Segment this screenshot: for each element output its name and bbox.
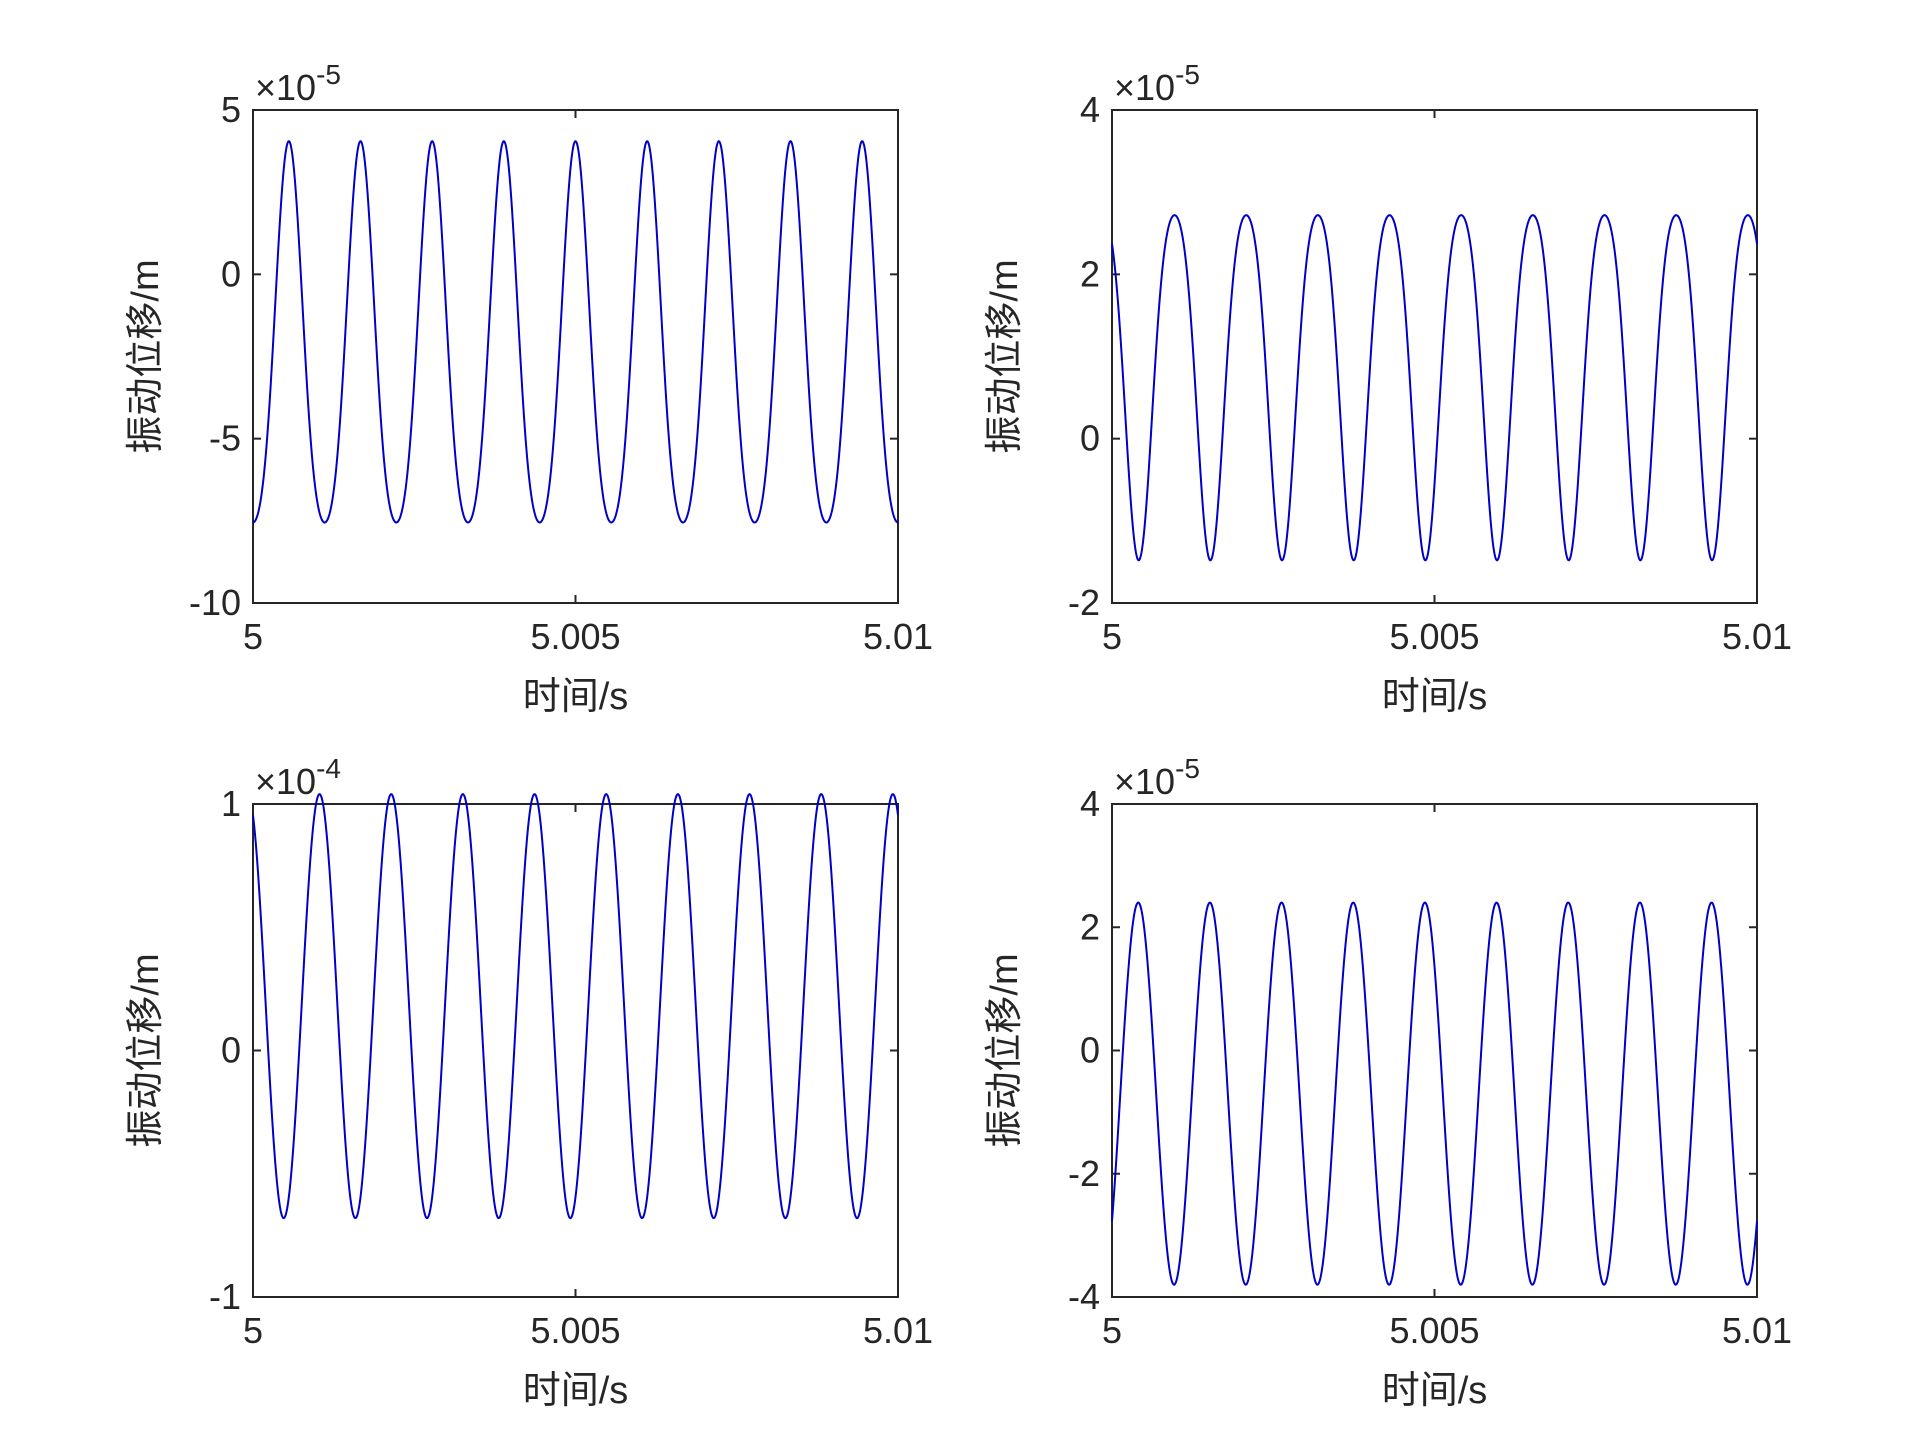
y-tick-label: 0: [221, 1030, 241, 1071]
y-tick-label: 2: [1080, 906, 1100, 947]
y-axis-label: 振动位移/m: [984, 953, 1026, 1147]
axes-box: [1111, 109, 1758, 604]
series-line: [252, 140, 899, 524]
y-tick-label: -2: [1068, 1153, 1100, 1194]
x-tick-label: 5: [1102, 1310, 1122, 1351]
x-tick-label: 5.005: [1389, 616, 1479, 657]
x-axis-label: 时间/s: [1382, 676, 1488, 718]
subplot-top-left: 5 5.005 5.01 -10 -5 0 5 ×10-5 时间/s 振动位移/m: [125, 59, 933, 718]
series-line: [1111, 214, 1758, 562]
y-tick-label: 1: [221, 783, 241, 824]
y-tick-label: 4: [1080, 783, 1100, 824]
subplot-bottom-left: 5 5.005 5.01 -1 0 1 ×10-4 时间/s 振动位移/m: [125, 753, 933, 1412]
y-exponent-label: ×10-4: [255, 753, 341, 802]
x-tick-label: 5: [1102, 616, 1122, 657]
y-tick-label: -4: [1068, 1276, 1100, 1317]
y-exponent-label: ×10-5: [1114, 59, 1200, 108]
y-exponent-value: -5: [1175, 753, 1200, 784]
y-tick-label: 0: [221, 253, 241, 294]
y-tick-label: 0: [1080, 418, 1100, 459]
x-axis-label: 时间/s: [1382, 1370, 1488, 1412]
x-tick-label: 5.01: [1722, 616, 1792, 657]
y-axis-label: 振动位移/m: [984, 259, 1026, 453]
y-tick-label: 2: [1080, 253, 1100, 294]
y-tick-label: -10: [189, 582, 241, 623]
axes-box: [252, 109, 899, 604]
y-exponent-value: -4: [316, 753, 341, 784]
y-axis-label: 振动位移/m: [125, 953, 167, 1147]
x-tick-label: 5.01: [863, 616, 933, 657]
y-axis-label: 振动位移/m: [125, 259, 167, 453]
y-exponent-label: ×10-5: [1114, 753, 1200, 802]
series-line: [1111, 901, 1758, 1286]
x-tick-label: 5: [243, 616, 263, 657]
x-tick-label: 5: [243, 1310, 263, 1351]
x-axis-label: 时间/s: [523, 676, 629, 718]
x-tick-label: 5.005: [530, 1310, 620, 1351]
axes-box: [1111, 803, 1758, 1298]
y-tick-label: 0: [1080, 1030, 1100, 1071]
y-exponent-label: ×10-5: [255, 59, 341, 108]
x-axis-label: 时间/s: [523, 1370, 629, 1412]
series-line: [252, 793, 899, 1220]
y-exponent-value: -5: [316, 59, 341, 90]
y-exponent-value: -5: [1175, 59, 1200, 90]
x-tick-label: 5.005: [1389, 1310, 1479, 1351]
y-tick-label: 4: [1080, 89, 1100, 130]
subplot-bottom-right: 5 5.005 5.01 -4 -2 0 2 4 ×10-5 时间/s 振动位移/m: [984, 753, 1792, 1412]
y-tick-label: 5: [221, 89, 241, 130]
axes-box: [252, 803, 899, 1298]
x-tick-label: 5.005: [530, 616, 620, 657]
y-tick-label: -5: [209, 418, 241, 459]
x-tick-label: 5.01: [1722, 1310, 1792, 1351]
x-tick-label: 5.01: [863, 1310, 933, 1351]
y-tick-label: -2: [1068, 582, 1100, 623]
y-tick-label: -1: [209, 1276, 241, 1317]
subplot-top-right: 5 5.005 5.01 -2 0 2 4 ×10-5 时间/s 振动位移/m: [984, 59, 1792, 718]
